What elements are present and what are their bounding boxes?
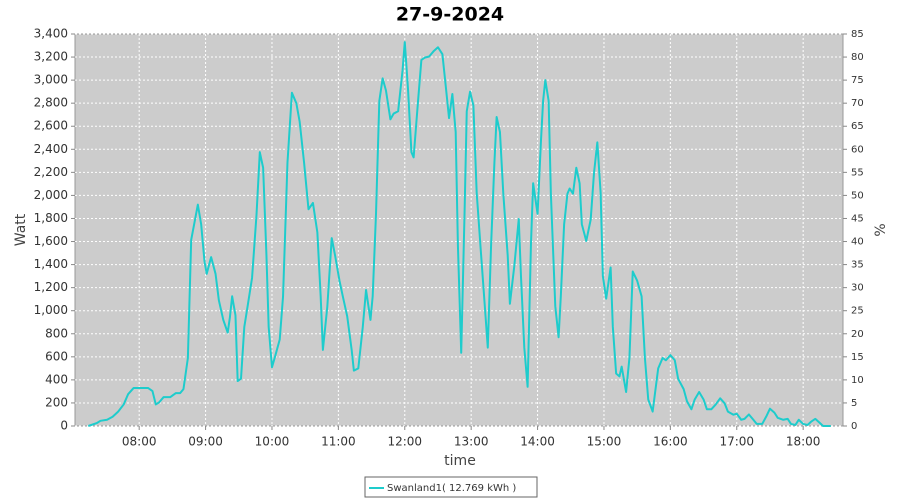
y2-tick-label: 35 bbox=[851, 260, 864, 271]
x-tick-label: 16:00 bbox=[653, 435, 688, 449]
y2-tick-label: 75 bbox=[851, 75, 864, 86]
legend bbox=[364, 476, 538, 498]
y-tick-label: 1,200 bbox=[34, 280, 68, 294]
y2-tick-label: 45 bbox=[851, 213, 864, 224]
y2-tick-label: 30 bbox=[851, 283, 864, 294]
y2-tick-label: 80 bbox=[851, 52, 864, 63]
y-tick-label: 600 bbox=[45, 349, 68, 363]
y-tick-label: 2,800 bbox=[34, 96, 68, 110]
y-tick-label: 1,000 bbox=[34, 303, 68, 317]
y-axis-label: Watt bbox=[13, 213, 29, 246]
x-tick-label: 13:00 bbox=[454, 435, 489, 449]
y-tick-label: 1,800 bbox=[34, 211, 68, 225]
y-tick-label: 1,600 bbox=[34, 234, 68, 248]
y-tick-label: 3,200 bbox=[34, 50, 68, 64]
x-tick-label: 09:00 bbox=[188, 435, 223, 449]
y2-tick-label: 50 bbox=[851, 190, 864, 201]
y2-tick-label: 70 bbox=[851, 98, 864, 109]
y2-tick-label: 0 bbox=[851, 421, 857, 432]
x-tick-label: 12:00 bbox=[387, 435, 422, 449]
x-tick-label: 18:00 bbox=[786, 435, 821, 449]
y2-tick-label: 60 bbox=[851, 144, 864, 155]
y-tick-label: 3,000 bbox=[34, 73, 68, 87]
chart-title: 27-9-2024 bbox=[396, 4, 504, 26]
x-tick-label: 11:00 bbox=[321, 435, 356, 449]
y2-tick-label: 40 bbox=[851, 237, 864, 248]
x-tick-label: 15:00 bbox=[587, 435, 622, 449]
y-tick-label: 2,600 bbox=[34, 119, 68, 133]
y-tick-label: 2,000 bbox=[34, 188, 68, 202]
y-tick-label: 2,400 bbox=[34, 142, 68, 156]
y2-tick-label: 25 bbox=[851, 306, 864, 317]
plot-area bbox=[74, 33, 844, 427]
y-tick-label: 1,400 bbox=[34, 257, 68, 271]
x-tick-label: 17:00 bbox=[719, 435, 754, 449]
y2-tick-label: 55 bbox=[851, 167, 864, 178]
y2-tick-label: 10 bbox=[851, 375, 864, 386]
data-line bbox=[87, 41, 831, 427]
y2-tick-label: 15 bbox=[851, 352, 864, 363]
legend-label: Swanland1( 12.769 kWh ) bbox=[387, 483, 516, 494]
y-tick-label: 200 bbox=[45, 395, 68, 409]
y2-axis-label: % bbox=[873, 223, 889, 236]
x-tick-label: 10:00 bbox=[255, 435, 290, 449]
y-tick-label: 2,200 bbox=[34, 165, 68, 179]
y2-tick-label: 65 bbox=[851, 121, 864, 132]
y-tick-label: 0 bbox=[60, 419, 68, 433]
y2-tick-label: 20 bbox=[851, 329, 864, 340]
x-tick-label: 14:00 bbox=[520, 435, 555, 449]
y-tick-label: 3,400 bbox=[34, 27, 68, 41]
y2-tick-label: 85 bbox=[851, 29, 864, 40]
y2-tick-label: 5 bbox=[851, 398, 857, 409]
x-axis-label: time bbox=[444, 453, 476, 469]
y-tick-label: 800 bbox=[45, 326, 68, 340]
x-tick-label: 08:00 bbox=[122, 435, 157, 449]
y-tick-label: 400 bbox=[45, 372, 68, 386]
